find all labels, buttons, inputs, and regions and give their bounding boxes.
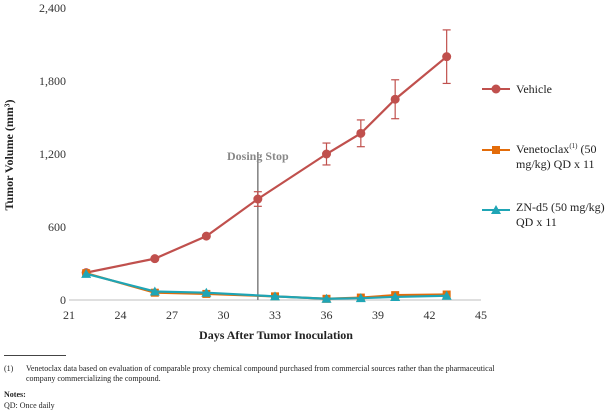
data-point-znd5 — [390, 291, 401, 301]
qd-definition: QD: Once daily — [4, 401, 55, 410]
series-line-znd5 — [85, 272, 447, 300]
legend-marker-venetoclax — [492, 146, 500, 154]
series-vehicle — [81, 29, 452, 278]
legend-label-vehicle: Vehicle — [516, 82, 552, 96]
legend-label-znd5-line2: QD x 11 — [516, 215, 557, 229]
data-point-vehicle — [201, 231, 211, 241]
legend: Vehicle Venetoclax(1) (50 mg/kg) QD x 11… — [482, 82, 605, 229]
series-znd5 — [81, 268, 452, 303]
x-axis-title: Days After Tumor Inoculation — [199, 328, 353, 342]
x-tick-label: 45 — [475, 308, 487, 322]
x-tick-label: 24 — [115, 308, 127, 322]
notes-heading: Notes: — [4, 390, 26, 399]
data-point-znd5 — [270, 291, 280, 301]
legend-label-znd5-line1: ZN-d5 (50 mg/kg) — [516, 200, 605, 214]
y-tick-label: 1,800 — [39, 74, 66, 88]
y-axis-ticks: 0 600 1,200 1,800 2,400 — [39, 1, 66, 307]
x-tick-label: 33 — [269, 308, 281, 322]
x-tick-label: 42 — [424, 308, 436, 322]
y-tick-label: 1,200 — [39, 147, 66, 161]
legend-marker-znd5 — [491, 205, 501, 214]
data-point-znd5 — [201, 287, 212, 297]
footnote-1-number: (1) — [4, 364, 14, 373]
footnote-1: (1) Venetoclax data based on evaluation o… — [4, 364, 504, 384]
data-point-vehicle — [442, 52, 452, 62]
legend-entry-znd5: ZN-d5 (50 mg/kg) QD x 11 — [482, 200, 605, 229]
y-axis-title: Tumor Volume (mm³) — [2, 100, 16, 211]
x-tick-label: 39 — [372, 308, 384, 322]
legend-label-venetoclax-line1: Venetoclax(1) (50 — [516, 142, 596, 156]
legend-marker-vehicle — [491, 84, 501, 94]
legend-entry-venetoclax: Venetoclax(1) (50 mg/kg) QD x 11 — [482, 142, 596, 171]
x-tick-label: 27 — [166, 308, 178, 322]
footnote-1-text: Venetoclax data based on evaluation of c… — [26, 364, 495, 383]
series-layer — [81, 29, 452, 303]
y-tick-label: 0 — [60, 293, 66, 307]
footnote-rule — [4, 355, 66, 356]
data-point-znd5 — [81, 268, 92, 278]
data-point-vehicle — [253, 194, 263, 204]
data-point-znd5 — [149, 286, 160, 296]
data-point-znd5 — [355, 293, 366, 303]
tumor-volume-chart: 0 600 1,200 1,800 2,400 21 24 27 30 33 36 39 42 45 T… — [2, 1, 605, 342]
x-tick-label: 36 — [321, 308, 333, 322]
data-point-znd5 — [441, 290, 452, 300]
legend-entry-vehicle: Vehicle — [482, 82, 552, 96]
dosing-stop-label: Dosing Stop — [227, 149, 289, 163]
legend-label-venetoclax-line2: mg/kg) QD x 11 — [516, 157, 595, 171]
data-point-vehicle — [356, 128, 366, 138]
x-axis-ticks: 21 24 27 30 33 36 39 42 45 — [63, 308, 487, 322]
x-tick-label: 21 — [63, 308, 75, 322]
x-tick-label: 30 — [218, 308, 230, 322]
y-tick-label: 2,400 — [39, 1, 66, 15]
data-point-znd5 — [321, 293, 332, 303]
data-point-vehicle — [322, 149, 331, 159]
data-point-vehicle — [150, 254, 160, 264]
y-tick-label: 600 — [48, 220, 66, 234]
series-line-vehicle — [85, 55, 448, 274]
data-point-vehicle — [390, 94, 400, 104]
